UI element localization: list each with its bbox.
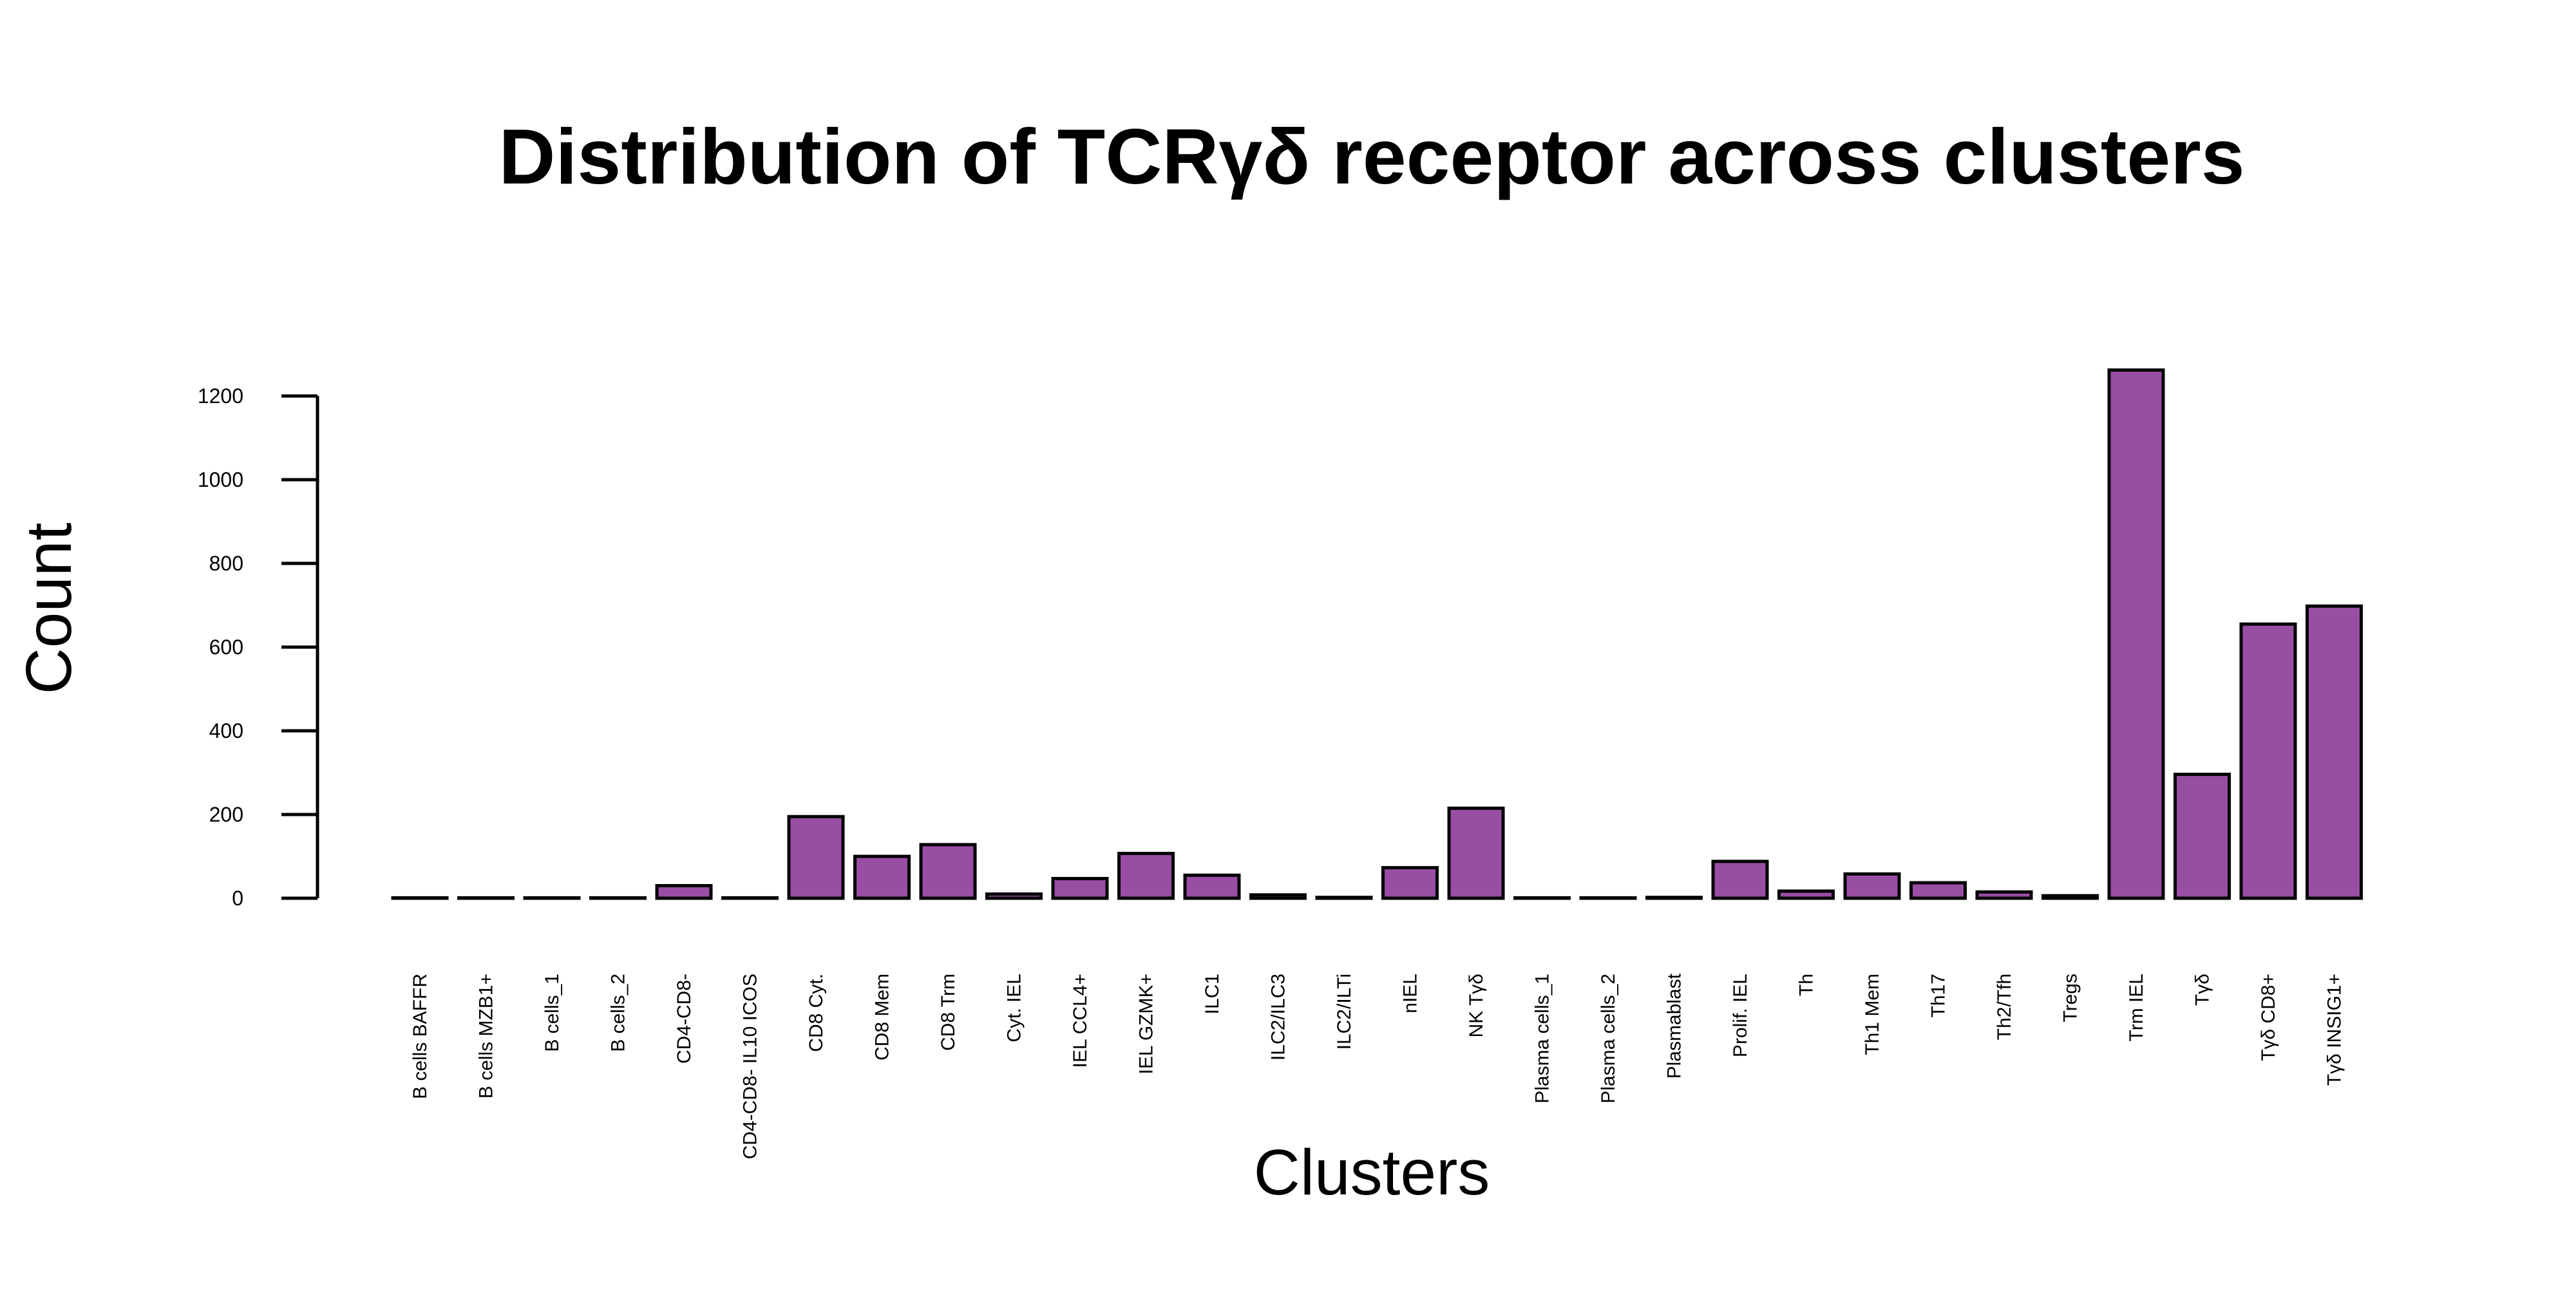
bar [1843, 872, 1901, 900]
bar [1051, 876, 1109, 900]
x-tick-label: Th2/Tfh [1994, 974, 2015, 1040]
y-tick-label: 200 [209, 803, 243, 826]
x-tick-label: CD8 Trm [938, 974, 959, 1051]
bar [2306, 604, 2363, 900]
y-axis: 0 200 400 600 800 1000 1200 [198, 384, 319, 910]
y-tick-label: 600 [209, 636, 243, 659]
x-tick-label: B cells MZB1+ [476, 974, 497, 1098]
bar [853, 854, 911, 900]
x-tick-label: Th1 Mem [1862, 974, 1883, 1055]
bar [1975, 890, 2033, 900]
chart-title: Distribution of TCRγδ receptor across cl… [498, 113, 2244, 200]
x-tick-label: Trm IEL [2126, 974, 2147, 1042]
y-tick-label: 800 [209, 552, 243, 575]
bar [1381, 866, 1439, 900]
x-tick-label: B cells_1 [542, 974, 563, 1052]
y-tick-label: 1200 [198, 384, 243, 408]
bar [2239, 622, 2297, 900]
bar [1183, 873, 1241, 900]
bar [2107, 368, 2165, 900]
x-tick-label: Th [1796, 974, 1817, 996]
y-axis-title: Count [13, 522, 85, 694]
x-tick-label: CD4-CD8- [674, 974, 695, 1064]
bar [1117, 851, 1175, 900]
x-tick-label: Tregs [2060, 974, 2081, 1022]
x-tick-label: Plasma cells_2 [1598, 974, 1619, 1104]
bar [2041, 894, 2099, 900]
x-tick-label: CD8 Cyt. [806, 974, 827, 1052]
bar [1777, 889, 1835, 900]
x-tick-label: Cyt. IEL [1004, 974, 1025, 1042]
x-tick-label: NK Tγδ [1466, 974, 1487, 1038]
x-tick-label: ILC2/ILC3 [1268, 974, 1289, 1060]
x-tick-label: Prolif. IEL [1730, 974, 1751, 1057]
bar [787, 815, 845, 900]
x-tick-label: ILC1 [1202, 974, 1223, 1014]
bar [1447, 806, 1505, 900]
x-tick-label: CD4-CD8- IL10 ICOS [740, 974, 761, 1159]
bar [985, 892, 1043, 900]
y-tick-label: 0 [232, 887, 243, 910]
x-tick-label: nIEL [1400, 974, 1421, 1013]
x-tick-label: Tγδ [2192, 974, 2213, 1006]
x-tick-label: Plasma cells_1 [1532, 974, 1553, 1104]
x-tick-label: IEL CCL4+ [1070, 974, 1091, 1068]
x-axis-title: Clusters [1254, 1136, 1490, 1209]
bar [1909, 881, 1967, 900]
bar [655, 884, 713, 900]
bar [919, 843, 977, 900]
bar [1711, 860, 1769, 900]
x-tick-label: ILC2/ILTi [1334, 974, 1355, 1050]
x-tick-label: Th17 [1928, 974, 1949, 1017]
x-tick-label: Tγδ CD8+ [2258, 974, 2279, 1061]
x-tick-label: Plasmablast [1664, 973, 1685, 1079]
bar [1249, 893, 1307, 900]
y-tick-label: 400 [209, 719, 243, 742]
x-tick-label: IEL GZMK+ [1136, 974, 1157, 1074]
bars [391, 368, 2363, 900]
x-tick-label: CD8 Mem [872, 974, 893, 1060]
x-tick-labels: B cells BAFFR B cells MZB1+ B cells_1 B cel… [410, 973, 2345, 1159]
x-tick-label: B cells BAFFR [410, 974, 431, 1099]
x-tick-label: B cells_2 [608, 974, 629, 1052]
bar [2174, 773, 2231, 900]
y-tick-label: 1000 [198, 468, 243, 491]
x-tick-label: Tγδ INSIG1+ [2324, 974, 2345, 1086]
